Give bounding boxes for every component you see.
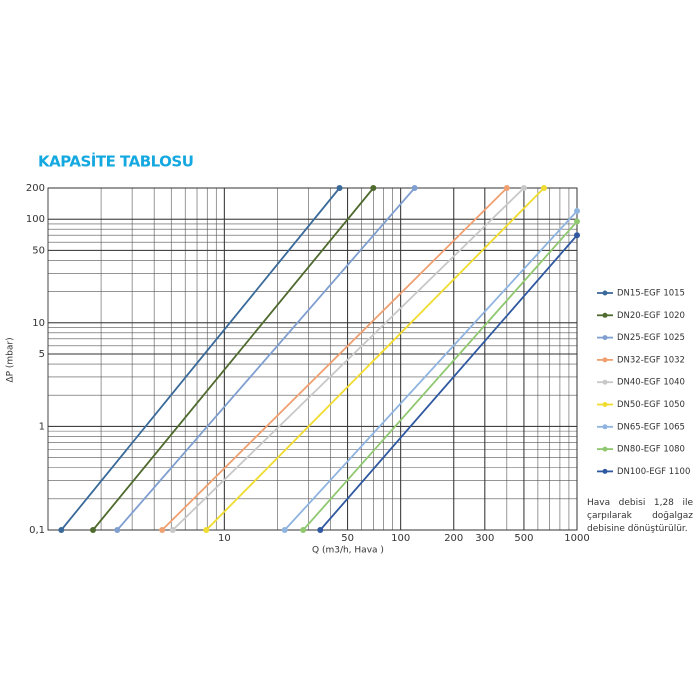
legend-dot [602, 402, 608, 407]
note: Hava debisi 1,28 ile çarpılarak doğalgaz… [587, 498, 693, 534]
point [300, 527, 307, 533]
point [520, 185, 527, 191]
series-line [92, 187, 375, 531]
point [114, 527, 121, 533]
x-tick-label: 10 [218, 533, 231, 544]
series-line [284, 210, 578, 531]
point [541, 185, 548, 191]
plot-frame [47, 187, 578, 531]
y-tick-label: 5 [39, 349, 45, 360]
legend-label: DN15-EGF 1015 [617, 289, 685, 299]
point [574, 207, 580, 214]
x-tick-label: 100 [391, 533, 410, 544]
legend-label: DN25-EGF 1025 [617, 333, 685, 343]
point [370, 185, 377, 191]
point [169, 527, 176, 533]
point [58, 527, 65, 533]
legend-dot [602, 312, 608, 318]
y-axis-label: ΔP (mbar) [6, 337, 16, 382]
point [574, 232, 580, 239]
point [90, 527, 97, 533]
series-line [60, 187, 341, 531]
x-tick-label: 50 [341, 533, 354, 544]
legend-dot [602, 468, 608, 474]
legend-dot [602, 290, 608, 296]
point [203, 527, 210, 533]
legend-label: DN40-EGF 1040 [617, 378, 685, 388]
point [503, 185, 510, 191]
legend-label: DN100-EGF 1100 [617, 467, 690, 477]
legend-dot [602, 424, 608, 430]
y-tick-label: 0,1 [29, 525, 45, 536]
y-tick-label: 200 [26, 183, 45, 194]
y-tick-label: 50 [32, 245, 45, 256]
point [281, 527, 288, 533]
point [336, 185, 343, 191]
legend-dot [602, 357, 608, 363]
series-line [116, 187, 416, 531]
point [317, 527, 324, 533]
x-tick-label: 1000 [564, 533, 589, 544]
series-line [319, 234, 578, 531]
x-tick-label: 200 [444, 533, 463, 544]
y-tick-label: 1 [39, 421, 45, 432]
legend-label: DN65-EGF 1065 [617, 422, 685, 432]
chart-title: KAPASİTE TABLOSU [38, 152, 193, 171]
x-axis-label: Q (m3/h, Hava ) [312, 546, 384, 556]
legend-label: DN80-EGF 1080 [617, 445, 685, 455]
legend-dot [602, 335, 608, 341]
series-line [172, 187, 525, 531]
legend-dot [602, 446, 608, 452]
x-tick-label: 300 [475, 533, 494, 544]
x-tick-label: 500 [514, 533, 533, 544]
series-line [302, 220, 578, 531]
point [159, 527, 166, 533]
legend-label: DN32-EGF 1032 [617, 355, 685, 365]
y-tick-label: 100 [26, 214, 45, 225]
legend-label: DN20-EGF 1020 [617, 311, 685, 321]
series-line [205, 187, 545, 531]
point [411, 185, 418, 191]
series-line [161, 187, 508, 531]
y-tick-label: 10 [32, 318, 45, 329]
legend-dot [602, 379, 608, 385]
legend-label: DN50-EGF 1050 [617, 400, 685, 410]
point [574, 218, 580, 225]
